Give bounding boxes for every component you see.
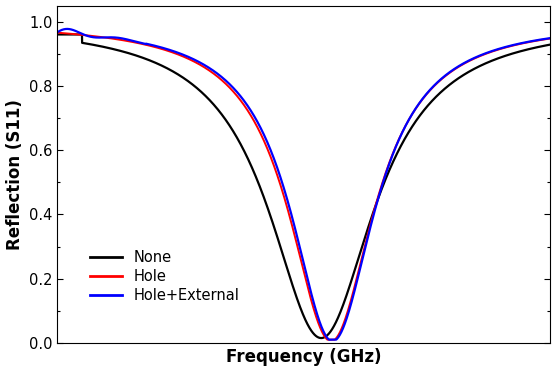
Hole+External	[538, 37, 544, 42]
Hole+External	[54, 30, 61, 34]
Line: Hole+External: Hole+External	[57, 29, 550, 340]
Hole	[484, 51, 491, 55]
None	[243, 154, 250, 158]
Line: None: None	[57, 35, 550, 338]
Line: Hole: Hole	[57, 33, 550, 340]
Hole	[110, 36, 117, 41]
Hole+External	[244, 102, 250, 107]
Hole	[538, 38, 544, 42]
Hole+External	[111, 35, 117, 40]
None	[54, 32, 61, 37]
None	[265, 206, 271, 211]
Hole+External	[547, 36, 554, 40]
None	[547, 42, 554, 47]
Hole+External	[64, 27, 71, 31]
None	[140, 55, 146, 60]
Y-axis label: Reflection (S11): Reflection (S11)	[6, 99, 23, 250]
None	[484, 60, 491, 65]
Hole	[547, 36, 554, 41]
Hole	[265, 148, 271, 152]
Hole+External	[326, 337, 332, 342]
Hole	[54, 31, 61, 35]
Hole+External	[265, 142, 271, 146]
Hole+External	[485, 50, 492, 55]
X-axis label: Frequency (GHz): Frequency (GHz)	[226, 349, 382, 366]
None	[318, 336, 325, 340]
Hole+External	[140, 41, 146, 46]
None	[110, 47, 117, 51]
Hole	[140, 42, 146, 46]
Hole	[324, 337, 331, 342]
Legend: None, Hole, Hole+External: None, Hole, Hole+External	[85, 245, 246, 309]
None	[538, 44, 544, 49]
Hole	[243, 106, 250, 111]
